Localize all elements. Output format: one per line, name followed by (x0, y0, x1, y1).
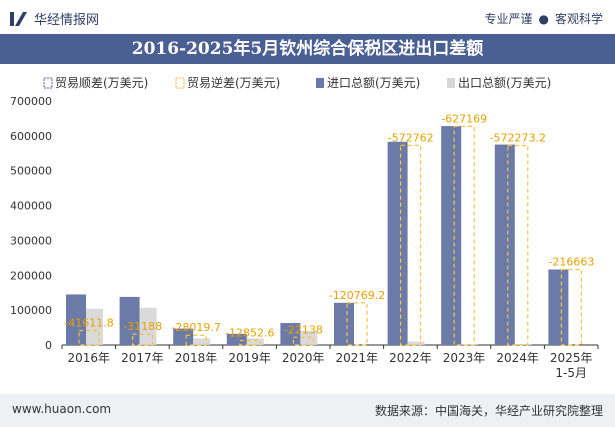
x-tick-label: 2020年 (282, 351, 325, 365)
data-label-deficit: -12852.6 (225, 327, 274, 340)
data-label-deficit: -31188 (123, 320, 162, 333)
y-tick-label: 500000 (10, 165, 52, 178)
bar-import (548, 269, 569, 345)
tagline-right: 客观科学 (554, 12, 603, 26)
bar-deficit (507, 144, 529, 346)
y-tick-label: 600000 (10, 130, 52, 143)
bars (66, 125, 583, 346)
bar-deficit (239, 339, 261, 346)
x-tick-label: 2023年 (443, 351, 486, 365)
bar-import (441, 126, 462, 345)
bar-import (173, 328, 194, 345)
tagline-left: 专业严谨 (484, 12, 533, 26)
data-label-deficit: -572273.2 (490, 132, 546, 145)
legend-label: 贸易顺差(万美元) (55, 76, 148, 90)
footer-source: 数据来源：中国海关，华经产业研究院整理 (374, 404, 603, 418)
data-labels: -41611.8 -31188 -28019.7 -12852.6 -22138 -120… (64, 112, 594, 339)
legend-swatch-export (447, 78, 455, 88)
footer: www.huaon.com 数据来源：中国海关，华经产业研究院整理 (0, 394, 615, 427)
bar-deficit (400, 144, 422, 346)
data-label-deficit: -572762 (388, 131, 434, 144)
axes: 0 100000 200000 300000 400000 500000 600000 700… (10, 95, 599, 380)
bar-export (193, 338, 211, 345)
legend-swatch-surplus (43, 77, 53, 89)
title-bar: 2016-2025年5月钦州综合保税区进出口差额 (0, 34, 615, 64)
bar-import (66, 294, 86, 345)
bar-import (334, 302, 354, 345)
bar-import (226, 333, 247, 345)
bar-export (246, 338, 264, 345)
bar-deficit (453, 125, 475, 346)
data-label-deficit: -627169 (441, 112, 487, 125)
brand-name: 华经情报网 (34, 13, 100, 28)
x-tick-label: 2021年 (336, 351, 379, 365)
bar-import (119, 296, 140, 345)
data-label-deficit: -41611.8 (64, 316, 113, 329)
top-bar: 华经情报网 专业严谨 ● 客观科学 (0, 0, 615, 34)
legend-label: 进口总额(万美元) (327, 76, 420, 90)
dot-separator-icon: ● (538, 12, 549, 26)
tagline: 专业严谨 ● 客观科学 (484, 10, 603, 27)
logo-icon (10, 11, 27, 26)
y-tick-label: 400000 (10, 200, 52, 213)
y-tick-label: 300000 (10, 234, 52, 247)
bar-deficit (78, 329, 100, 346)
bar-export (86, 308, 103, 345)
legend: 贸易顺差(万美元) 贸易逆差(万美元) 进口总额(万美元) 出口总额(万美元) (43, 75, 551, 90)
data-label-deficit: -22138 (284, 323, 323, 336)
bar-import (494, 144, 515, 345)
x-tick-label: 2019年 (228, 351, 271, 365)
bar-export (514, 343, 532, 345)
x-tick-label: 2016年 (68, 351, 111, 365)
legend-swatch-import (316, 78, 324, 88)
bar-deficit (292, 336, 314, 346)
bar-deficit (560, 268, 583, 346)
x-tick-label: 2025年 (550, 351, 593, 365)
data-label-deficit: -216663 (548, 255, 594, 268)
x-tick-label: 2018年 (175, 351, 218, 365)
bar-deficit (346, 302, 368, 346)
legend-swatch-deficit (175, 77, 185, 89)
bar-export (407, 341, 425, 345)
legend-label: 出口总额(万美元) (458, 76, 551, 90)
bar-import (387, 141, 408, 345)
x-tick-label: 2022年 (389, 351, 432, 365)
footer-site: www.huaon.com (12, 402, 112, 416)
y-tick-label: 100000 (10, 304, 52, 317)
y-tick-label: 200000 (10, 269, 52, 282)
data-label-deficit: -120769.2 (329, 289, 385, 302)
data-label-deficit: -28019.7 (171, 321, 220, 334)
legend-label: 贸易逆差(万美元) (187, 75, 280, 90)
chart: 贸易顺差(万美元) 贸易逆差(万美元) 进口总额(万美元) 出口总额(万美元) 0 10… (10, 75, 599, 380)
x-tick-label: 2017年 (121, 351, 164, 365)
y-tick-label: 700000 (10, 95, 52, 108)
bar-import (280, 323, 301, 345)
x-tick-label: 1-5月 (555, 366, 587, 380)
y-tick-label: 0 (45, 339, 52, 352)
brand: 华经情报网 (10, 9, 99, 28)
bar-deficit (185, 334, 207, 346)
bar-deficit (132, 333, 154, 346)
x-tick-label: 2024年 (496, 351, 539, 365)
chart-title: 2016-2025年5月钦州综合保税区进出口差额 (131, 39, 484, 59)
